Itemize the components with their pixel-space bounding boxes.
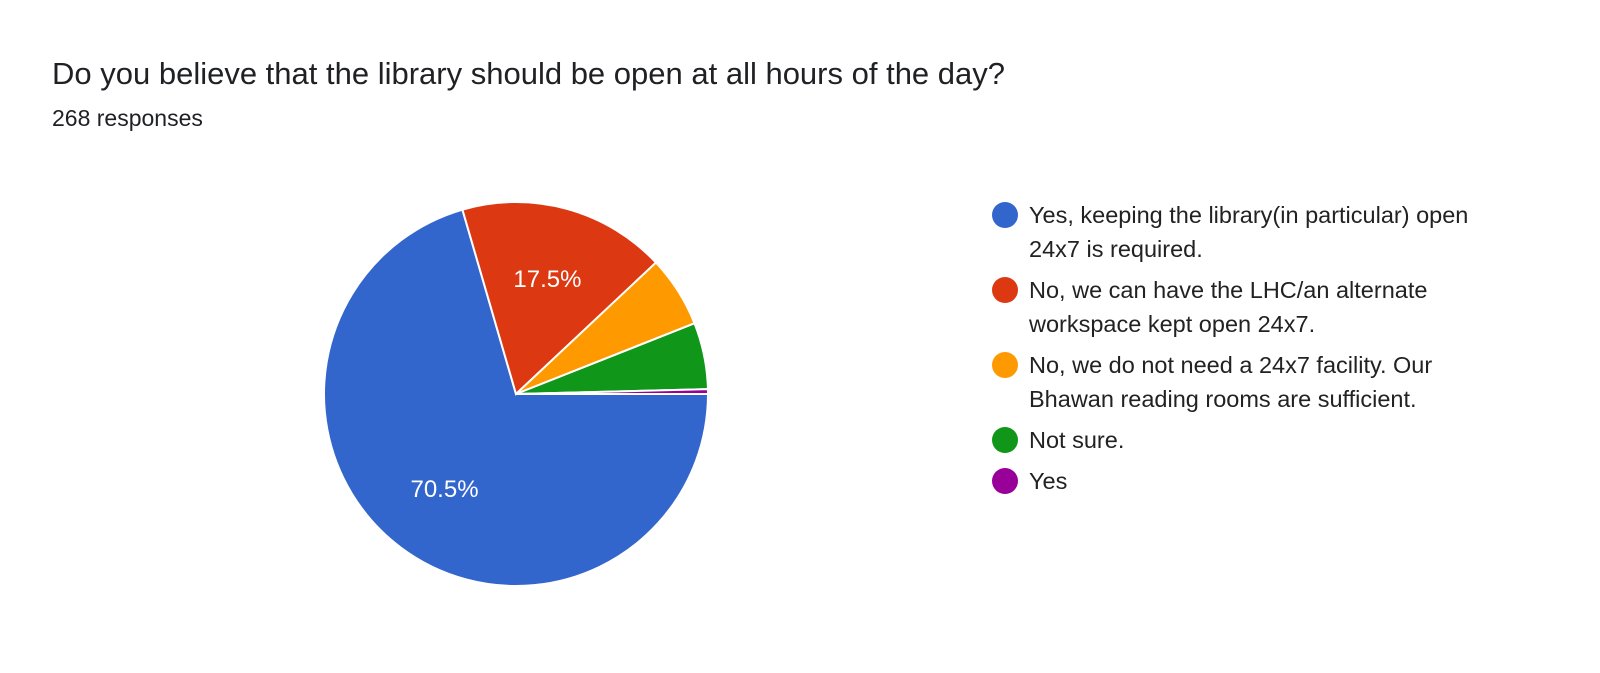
pie-slice-1[interactable] <box>323 208 710 587</box>
pie-slice-2[interactable] <box>461 201 658 396</box>
legend-item[interactable]: No, we can have the LHC/an alternate wor… <box>992 276 1499 341</box>
pie-slice-5[interactable] <box>515 388 710 395</box>
legend-color-dot-icon <box>992 277 1018 303</box>
legend-label: No, we do not need a 24x7 facility. Our … <box>1029 352 1433 412</box>
legend-item[interactable]: Yes, keeping the library(in particular) … <box>992 201 1499 266</box>
legend-item[interactable]: Not sure. <box>992 426 1499 457</box>
response-count: 268 responses <box>52 105 203 131</box>
legend-item[interactable]: No, we do not need a 24x7 facility. Our … <box>992 351 1499 416</box>
chart-title: Do you believe that the library should b… <box>52 56 1006 91</box>
legend-label: Not sure. <box>1029 427 1125 453</box>
legend-label: Yes, keeping the library(in particular) … <box>1029 202 1469 262</box>
legend-color-dot-icon <box>992 202 1018 228</box>
slice-data-label: 70.5% <box>410 476 478 503</box>
legend-label: Yes <box>1029 468 1068 494</box>
legend-color-dot-icon <box>992 352 1018 378</box>
slice-data-label: 17.5% <box>513 266 581 293</box>
legend-item[interactable]: Yes <box>992 467 1499 498</box>
legend-color-dot-icon <box>992 427 1018 453</box>
legend-label: No, we can have the LHC/an alternate wor… <box>1029 277 1428 337</box>
legend-color-dot-icon <box>992 468 1018 494</box>
